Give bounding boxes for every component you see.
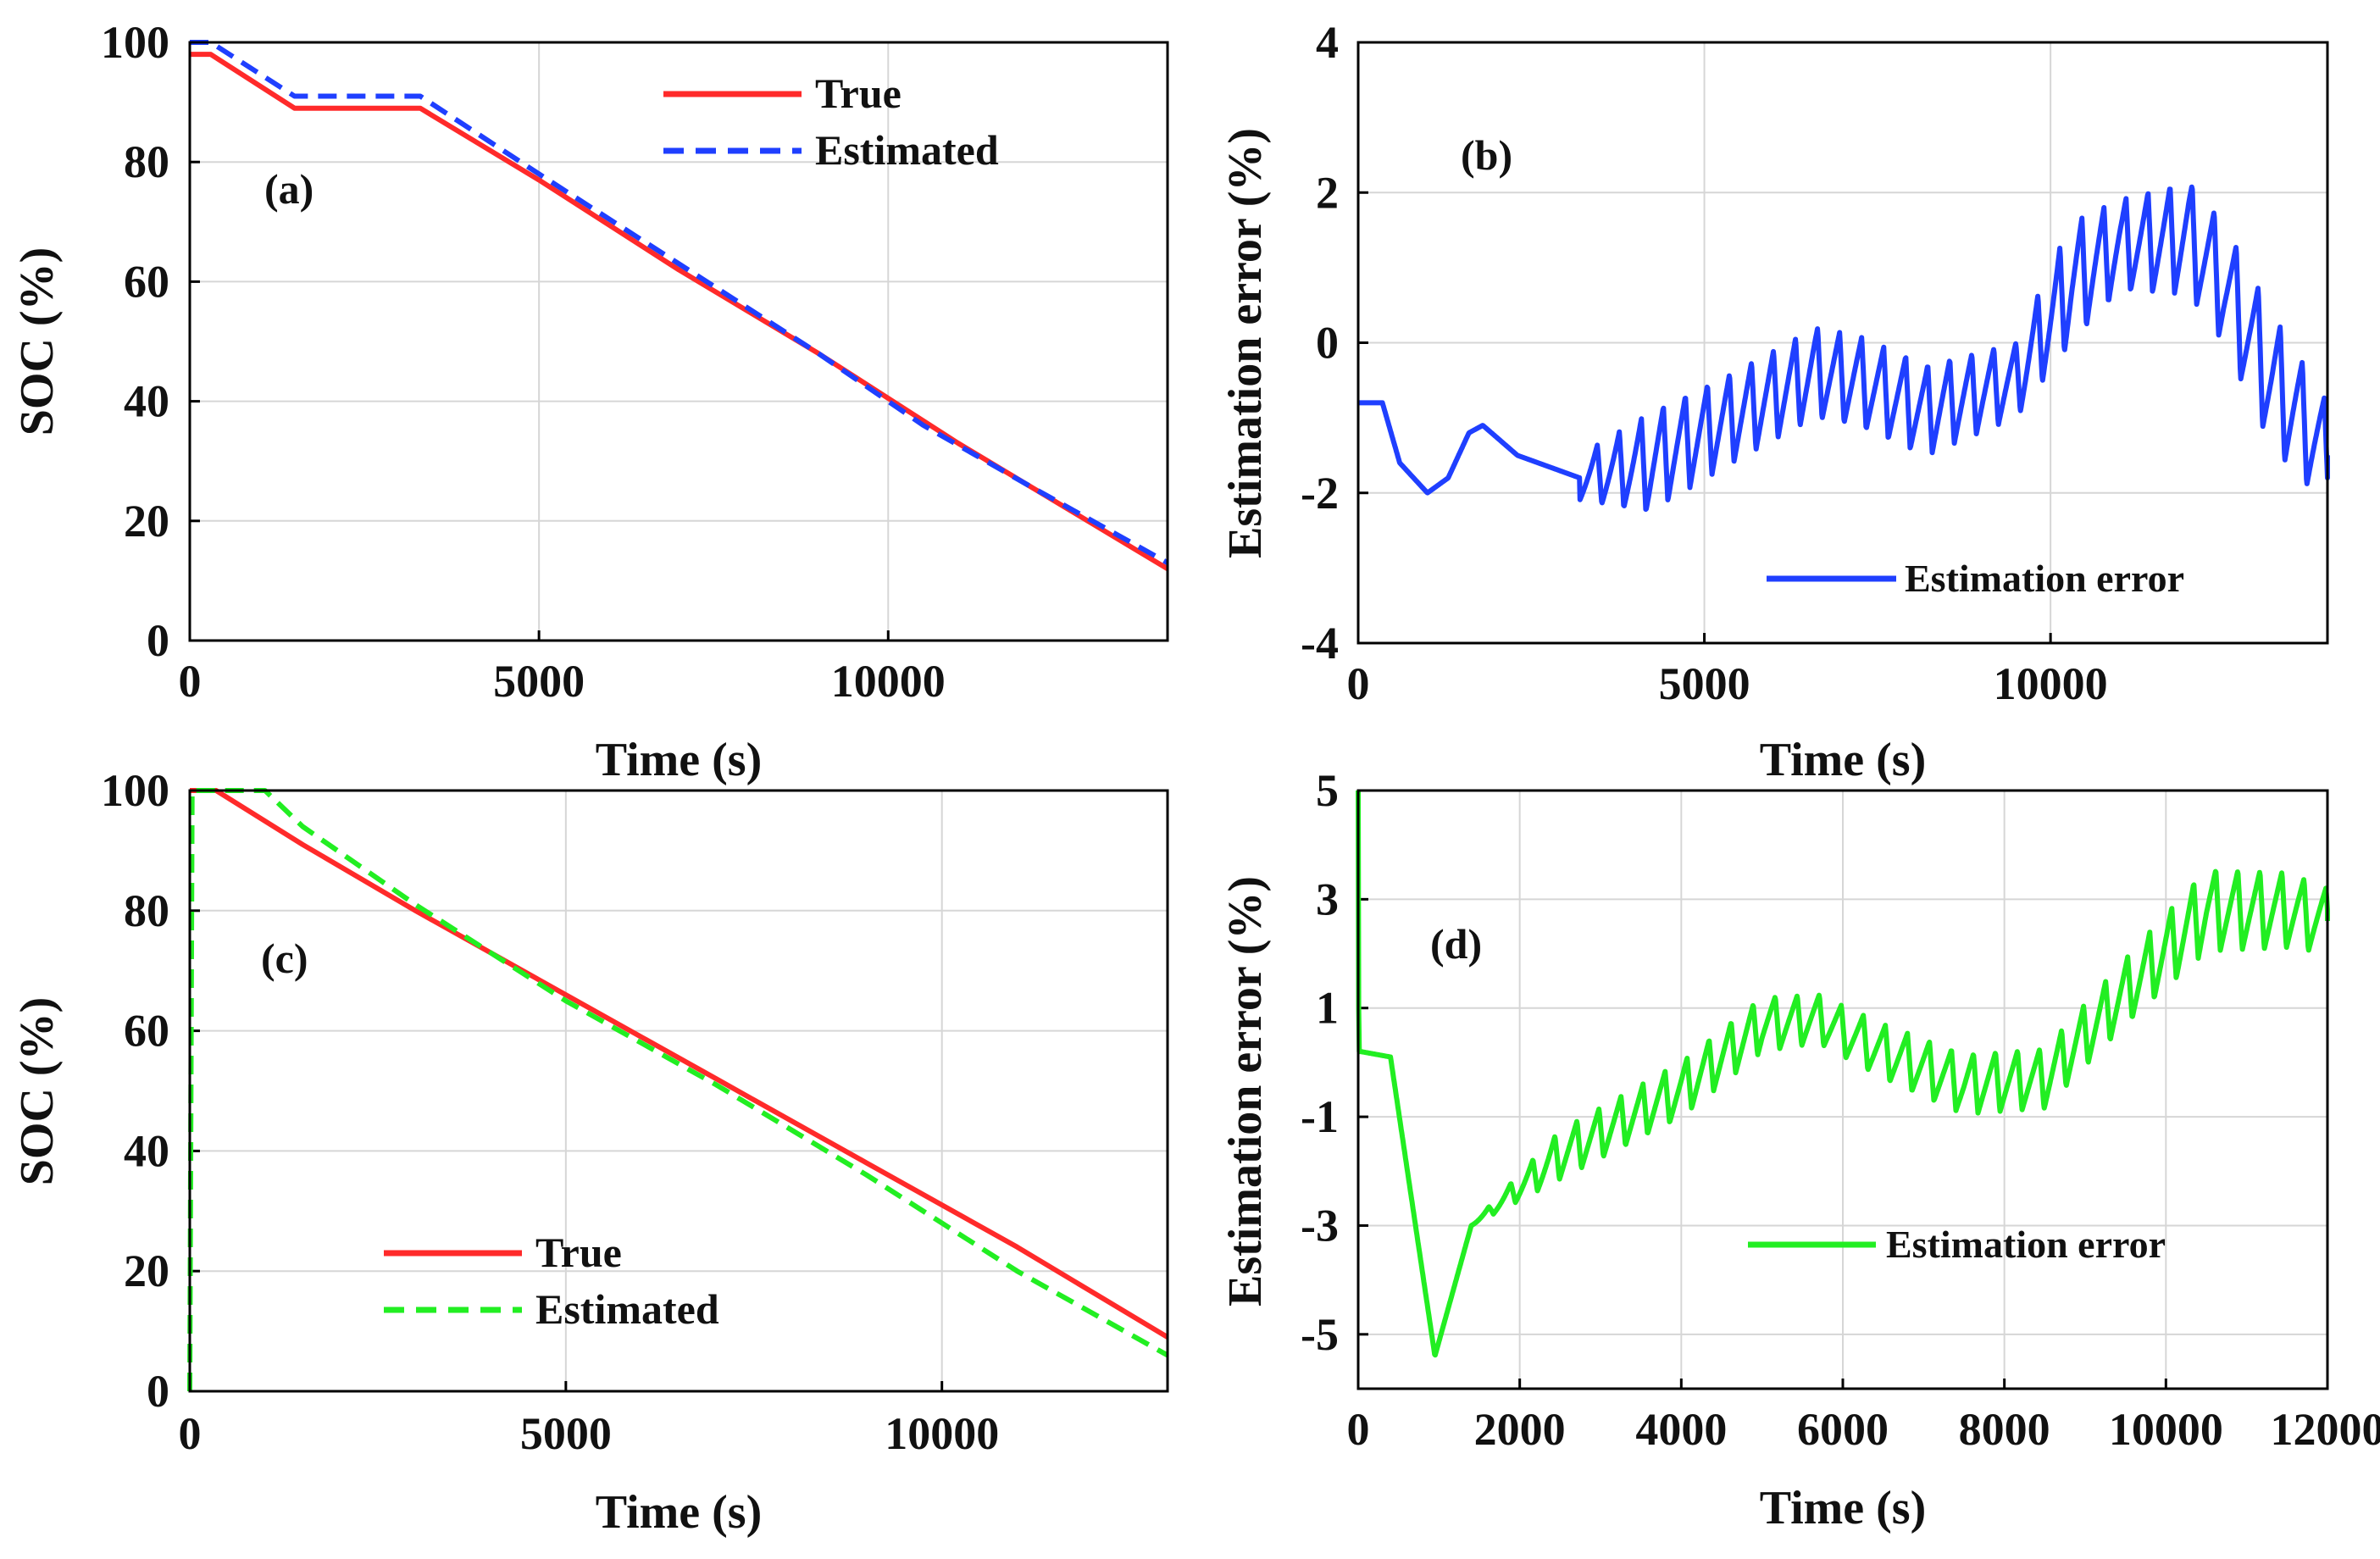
panel-a-tick-labels: 0 5000 10000 0 20 40 60 80 100 — [101, 17, 946, 707]
series-line-estimated — [187, 788, 1169, 1392]
x-tick-label: 5000 — [493, 656, 585, 707]
legend-label-estimated: Estimated — [815, 126, 999, 174]
panel-d-series — [1356, 790, 2330, 1358]
x-tick-label: 0 — [1347, 658, 1370, 709]
y-tick-label: 80 — [124, 136, 169, 187]
x-tick-label: 5000 — [1659, 658, 1750, 709]
panel-a-grid — [190, 42, 1168, 641]
series-line-estimation-error — [1356, 790, 2330, 1358]
panel-b-grid — [1358, 42, 2327, 643]
legend-label-estimation-error: Estimation error — [1905, 557, 2184, 600]
panel-c-xlabel: Time (s) — [596, 1486, 763, 1539]
x-tick-label: 6000 — [1797, 1404, 1889, 1455]
y-tick-label: 40 — [124, 1125, 169, 1176]
y-tick-label: 100 — [101, 765, 169, 816]
x-tick-label: 10000 — [831, 656, 946, 707]
panel-a-ylabel: SOC (%) — [11, 247, 64, 436]
legend-label-true: True — [815, 69, 902, 117]
x-tick-label: 8000 — [1959, 1404, 2050, 1455]
y-tick-label: 60 — [124, 256, 169, 307]
y-tick-label: 2 — [1316, 167, 1339, 218]
panel-c-series — [187, 788, 1169, 1392]
x-tick-label: 0 — [179, 1408, 202, 1459]
panel-a-xlabel: Time (s) — [596, 734, 763, 786]
panel-b-tick-labels: 0 5000 10000 -4 -2 0 2 4 — [1301, 17, 2108, 709]
x-tick-label: 5000 — [520, 1408, 612, 1459]
x-tick-label: 12000 — [2271, 1404, 2380, 1455]
x-tick-label: 2000 — [1474, 1404, 1566, 1455]
panel-c-tick-labels: 0 5000 10000 0 20 40 60 80 100 — [101, 765, 999, 1459]
y-tick-label: 80 — [124, 885, 169, 936]
panel-c-grid — [190, 791, 1168, 1391]
x-tick-label: 4000 — [1635, 1404, 1727, 1455]
y-tick-label: 40 — [124, 376, 169, 427]
y-tick-label: 0 — [147, 1366, 169, 1417]
panel-d-ylabel: Estimation error (%) — [1219, 876, 1272, 1307]
y-tick-label: -5 — [1301, 1309, 1339, 1360]
y-tick-label: -2 — [1301, 468, 1339, 519]
panel-d-xlabel: Time (s) — [1760, 1482, 1927, 1534]
series-line-true — [190, 788, 1169, 1340]
panel-c-legend: True Estimated — [384, 1229, 719, 1333]
x-tick-label: 10000 — [1994, 658, 2108, 709]
legend-label-true: True — [535, 1229, 622, 1276]
panel-a-series — [190, 40, 1169, 571]
panel-b: 0 5000 10000 -4 -2 0 2 4 Time (s) Estimation er… — [1219, 17, 2330, 786]
y-tick-label: 1 — [1316, 983, 1339, 1034]
series-line-estimated — [190, 40, 1169, 565]
panel-a-legend: True Estimated — [663, 69, 999, 174]
series-line-true — [190, 52, 1169, 571]
panel-a-label: (a) — [264, 165, 313, 213]
y-tick-label: 20 — [124, 1246, 169, 1296]
y-tick-label: 4 — [1316, 17, 1339, 68]
panel-d-legend: Estimation error — [1748, 1223, 2166, 1266]
panel-c-label: (c) — [261, 935, 308, 982]
x-tick-label: 10000 — [885, 1408, 999, 1459]
y-tick-label: 20 — [124, 496, 169, 546]
panel-d-tick-labels: 0 2000 4000 6000 8000 10000 12000 -5 -3 -1 1 3 5 — [1301, 765, 2380, 1455]
x-tick-label: 0 — [1347, 1404, 1370, 1455]
panel-d-label: (d) — [1430, 920, 1482, 968]
y-tick-label: -3 — [1301, 1200, 1339, 1251]
y-tick-label: 5 — [1316, 765, 1339, 816]
panel-b-xlabel: Time (s) — [1760, 734, 1927, 786]
y-tick-label: 60 — [124, 1006, 169, 1057]
panel-b-series — [1356, 184, 2330, 513]
legend-label-estimated: Estimated — [535, 1285, 719, 1333]
legend-label-estimation-error: Estimation error — [1886, 1223, 2166, 1266]
panel-d: 0 2000 4000 6000 8000 10000 12000 -5 -3 -1 1 3 5 Tim… — [1219, 765, 2380, 1534]
y-tick-label: 0 — [1316, 318, 1339, 369]
y-tick-label: -4 — [1301, 618, 1339, 669]
y-tick-label: 100 — [101, 17, 169, 68]
panel-c-ylabel: SOC (%) — [11, 997, 64, 1185]
panel-b-ylabel: Estimation error (%) — [1219, 128, 1272, 558]
y-tick-label: 3 — [1316, 874, 1339, 924]
y-tick-label: 0 — [147, 615, 169, 666]
y-tick-label: -1 — [1301, 1091, 1339, 1142]
panel-b-legend: Estimation error — [1767, 557, 2184, 600]
x-tick-label: 0 — [179, 656, 202, 707]
series-line-estimation-error — [1356, 184, 2330, 513]
x-tick-label: 10000 — [2109, 1404, 2223, 1455]
panel-b-label: (b) — [1461, 131, 1512, 179]
